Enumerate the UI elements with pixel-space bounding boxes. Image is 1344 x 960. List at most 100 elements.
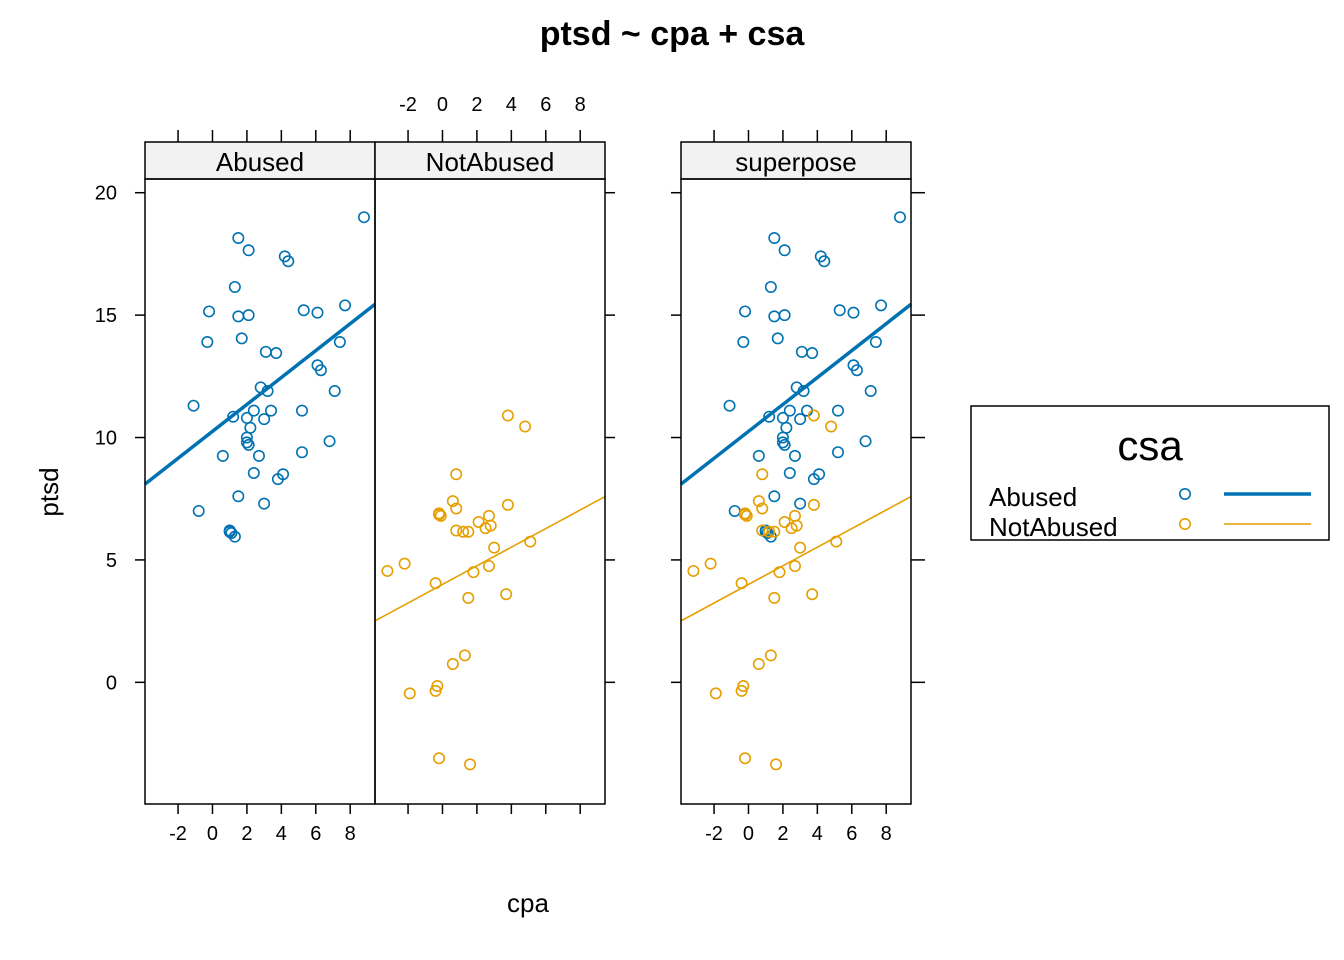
point-abused [764,280,777,293]
x-tick-label-bottom: 0 [743,823,754,845]
point-notabused [768,525,781,538]
point-notabused [458,649,471,662]
x-tick-label-bottom: 8 [345,823,356,845]
strip-abused [144,141,376,180]
point-abused [187,399,200,412]
x-axis-title: cpa [507,888,549,918]
panel-frame-notabused [374,178,606,805]
legend-point-abused [1179,487,1192,500]
point-abused [244,421,257,434]
strip-label-notabused: NotAbused [426,147,555,177]
point-abused [847,306,860,319]
point-notabused [482,509,495,522]
point-abused [225,526,238,539]
point-abused [752,449,765,462]
point-notabused [431,680,444,693]
point-notabused [788,560,801,573]
fit-line-abused-abused [143,302,377,486]
chart-title: ptsd ~ cpa + csa [540,15,806,53]
point-notabused [773,566,786,579]
point-notabused [450,524,463,537]
point-notabused [807,409,820,422]
plot-area: Abused -2 0 2 4 6 8 NotAbused -2 0 2 4 6 8 superpose -2… [95,94,925,845]
point-abused [328,385,341,398]
point-abused [768,231,781,244]
fit-line-notabused-notabused [374,495,606,622]
point-notabused [484,519,497,532]
point-abused [296,404,309,417]
point-notabused [788,509,801,522]
point-notabused [450,502,463,515]
point-notabused [462,525,475,538]
point-notabused [739,752,752,765]
point-abused [242,438,255,451]
point-abused [216,449,229,462]
point-notabused [457,525,470,538]
point-notabused [446,495,459,508]
x-tick-label-top: -2 [399,94,417,116]
point-notabused [462,591,475,604]
point-abused [797,385,810,398]
point-notabused [429,684,442,697]
point-notabused [488,541,501,554]
point-notabused [398,557,411,570]
point-notabused [739,508,752,521]
point-abused [339,299,352,312]
point-abused [864,385,877,398]
point-abused [806,347,819,360]
x-tick-label-bottom: -2 [705,823,723,845]
point-abused [875,299,888,312]
point-notabused [768,591,781,604]
point-notabused [737,680,750,693]
x-tick-label-bottom: 2 [777,823,788,845]
point-notabused [764,649,777,662]
point-abused [788,449,801,462]
fit-line-notabused-superpose [680,495,912,622]
fit-line-abused-superpose [679,302,913,486]
point-notabused [830,535,843,548]
point-abused [296,446,309,459]
x-tick-label-bottom: 8 [881,823,892,845]
point-abused [723,399,736,412]
x-tick-label-bottom: 4 [276,823,287,845]
legend: csa Abused NotAbused [970,405,1330,542]
point-notabused [752,657,765,670]
point-notabused [501,498,514,511]
x-tick-label-bottom: 4 [812,823,823,845]
x-tick-label-top: 6 [540,94,551,116]
point-abused [252,449,265,462]
point-abused [768,490,781,503]
point-notabused [501,409,514,422]
point-notabused [467,566,480,579]
point-abused [763,410,776,423]
point-abused [357,211,370,224]
point-abused [232,490,245,503]
x-tick-label-bottom: 2 [241,823,252,845]
point-notabused [450,468,463,481]
point-notabused [433,508,446,521]
point-abused [314,364,327,377]
point-notabused [752,495,765,508]
point-abused [813,468,826,481]
point-abused [311,306,324,319]
point-notabused [482,560,495,573]
point-abused [323,435,336,448]
point-abused [832,446,845,459]
x-tick-label-bottom: 6 [310,823,321,845]
point-abused [228,280,241,293]
strip-label-abused: Abused [216,147,304,177]
point-abused [203,305,216,318]
point-abused [776,436,789,449]
point-abused [242,309,255,322]
point-notabused [807,498,820,511]
point-abused [258,497,271,510]
point-abused [818,255,831,268]
strip-superpose [680,141,912,180]
point-abused [270,347,283,360]
point-abused [201,336,214,349]
point-abused [247,404,260,417]
point-abused [869,336,882,349]
point-abused [795,345,808,358]
point-abused [778,309,791,322]
point-abused [228,530,241,543]
